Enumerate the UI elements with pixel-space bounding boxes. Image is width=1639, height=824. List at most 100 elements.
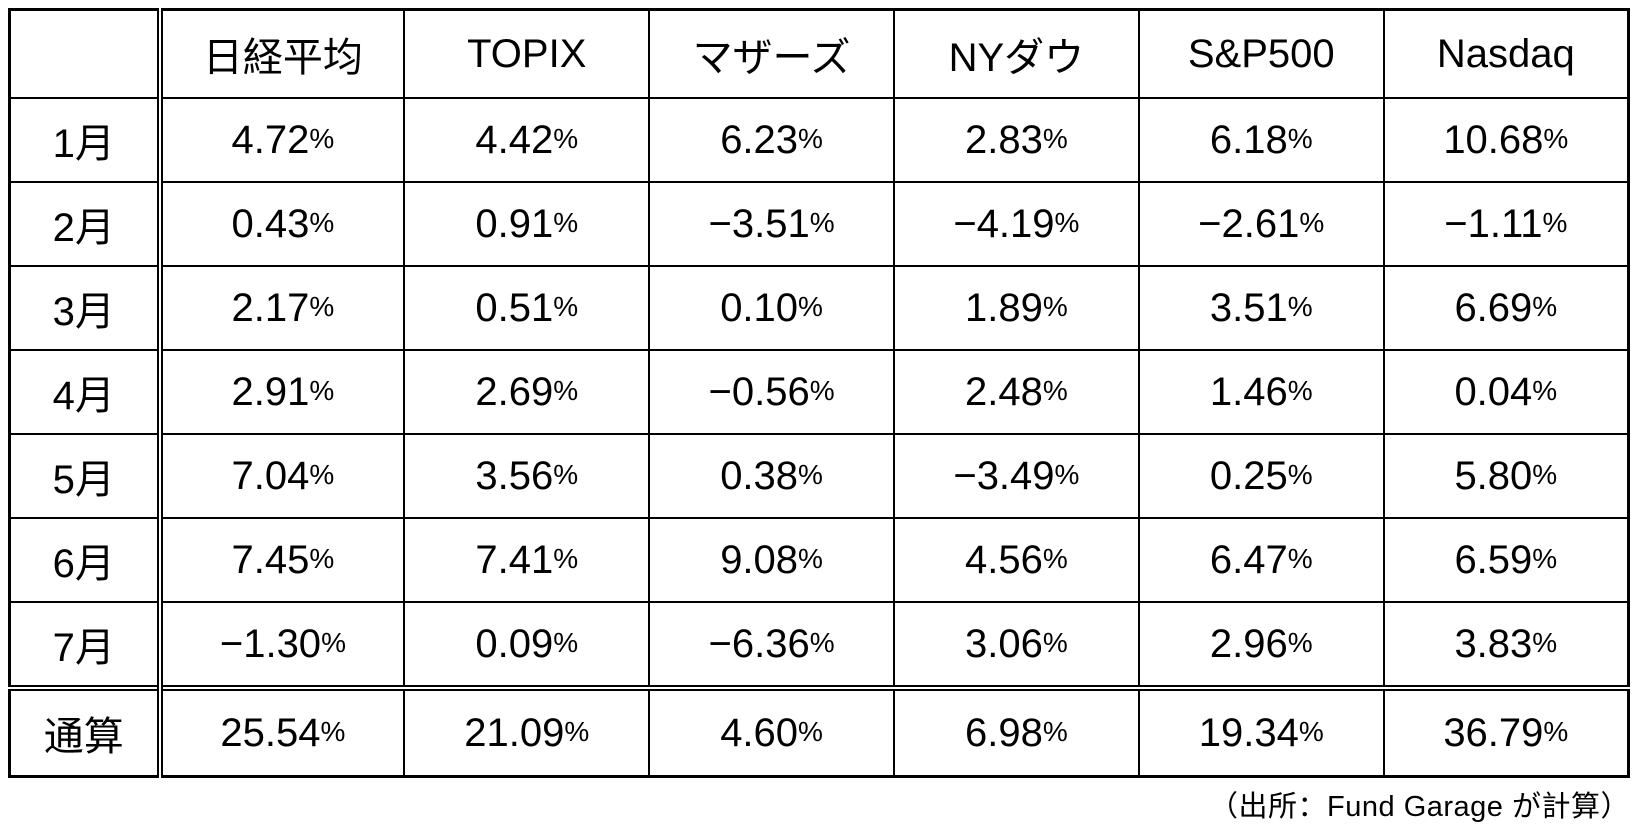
value-cell: −3.49% bbox=[892, 433, 1140, 519]
value-cell: 36.79% bbox=[1382, 685, 1630, 778]
corner-cell bbox=[8, 8, 163, 99]
percent-sign: % bbox=[1042, 715, 1068, 747]
percent-sign: % bbox=[1287, 122, 1313, 154]
value-cell: 0.91% bbox=[403, 181, 651, 267]
row-label: 4月 bbox=[8, 349, 163, 435]
percent-sign: % bbox=[553, 122, 579, 154]
percent-sign: % bbox=[798, 122, 823, 154]
percent-sign: % bbox=[798, 458, 823, 490]
row-label: 2月 bbox=[8, 181, 163, 267]
percent-sign: % bbox=[1532, 290, 1558, 322]
value-cell: 0.25% bbox=[1137, 433, 1385, 519]
percent-sign: % bbox=[553, 542, 579, 574]
column-header: TOPIX bbox=[403, 8, 651, 99]
value-cell: 1.46% bbox=[1137, 349, 1385, 435]
value-cell: 0.10% bbox=[648, 265, 895, 351]
percent-sign: % bbox=[1054, 458, 1080, 490]
value-cell: 0.51% bbox=[403, 265, 651, 351]
column-header: マザーズ bbox=[648, 8, 895, 99]
table-row: 1月 4.72% 4.42% 6.23% 2.83% 6.18% 10.68% bbox=[8, 97, 1630, 183]
percent-sign: % bbox=[309, 542, 335, 574]
percent-sign: % bbox=[553, 458, 579, 490]
percent-sign: % bbox=[1287, 374, 1313, 406]
performance-table: 日経平均 TOPIX マザーズ NYダウ S&P500 Nasdaq 1月 4.72% 4.4… bbox=[8, 8, 1630, 778]
total-row: 通算 25.54% 21.09% 4.60% 6.98% 19.34% 36.79% bbox=[8, 685, 1630, 778]
percent-sign: % bbox=[309, 122, 335, 154]
value-cell: 3.51% bbox=[1137, 265, 1385, 351]
percent-sign: % bbox=[809, 626, 835, 658]
value-cell: 4.72% bbox=[158, 97, 406, 183]
row-label: 7月 bbox=[8, 601, 163, 689]
percent-sign: % bbox=[309, 206, 335, 238]
source-note: （出所：Fund Garage が計算） bbox=[1209, 791, 1630, 823]
percent-sign: % bbox=[1054, 206, 1080, 238]
column-header: S&P500 bbox=[1137, 8, 1385, 99]
value-cell: 4.56% bbox=[892, 517, 1140, 603]
table-row: 5月 7.04% 3.56% 0.38% −3.49% 0.25% 5.80% bbox=[8, 433, 1630, 519]
value-cell: 25.54% bbox=[158, 685, 406, 778]
percent-sign: % bbox=[1287, 290, 1313, 322]
value-cell: −0.56% bbox=[648, 349, 895, 435]
value-cell: −1.11% bbox=[1382, 181, 1630, 267]
column-header: NYダウ bbox=[892, 8, 1140, 99]
table-row: 3月 2.17% 0.51% 0.10% 1.89% 3.51% 6.69% bbox=[8, 265, 1630, 351]
row-label: 5月 bbox=[8, 433, 163, 519]
percent-sign: % bbox=[1042, 290, 1068, 322]
percent-sign: % bbox=[309, 374, 335, 406]
value-cell: 7.41% bbox=[403, 517, 651, 603]
percent-sign: % bbox=[1532, 458, 1558, 490]
column-header: 日経平均 bbox=[158, 8, 406, 99]
percent-sign: % bbox=[1287, 542, 1313, 574]
value-cell: 19.34% bbox=[1137, 685, 1385, 778]
row-label: 通算 bbox=[8, 685, 163, 778]
table-row: 2月 0.43% 0.91% −3.51% −4.19% −2.61% −1.11% bbox=[8, 181, 1630, 267]
percent-sign: % bbox=[1532, 542, 1558, 574]
percent-sign: % bbox=[320, 715, 346, 747]
value-cell: 4.42% bbox=[403, 97, 651, 183]
row-label: 6月 bbox=[8, 517, 163, 603]
percent-sign: % bbox=[1298, 715, 1324, 747]
percent-sign: % bbox=[1287, 626, 1313, 658]
percent-sign: % bbox=[1042, 542, 1068, 574]
percent-sign: % bbox=[1042, 122, 1068, 154]
row-label: 3月 bbox=[8, 265, 163, 351]
percent-sign: % bbox=[553, 206, 579, 238]
value-cell: 7.45% bbox=[158, 517, 406, 603]
value-cell: 0.38% bbox=[648, 433, 895, 519]
percent-sign: % bbox=[1042, 626, 1068, 658]
value-cell: 2.69% bbox=[403, 349, 651, 435]
value-cell: 3.06% bbox=[892, 601, 1140, 689]
value-cell: −1.30% bbox=[158, 601, 406, 689]
percent-sign: % bbox=[798, 290, 823, 322]
value-cell: 0.04% bbox=[1382, 349, 1630, 435]
value-cell: 5.80% bbox=[1382, 433, 1630, 519]
value-cell: 1.89% bbox=[892, 265, 1140, 351]
table-row: 7月 −1.30% 0.09% −6.36% 3.06% 2.96% 3.83% bbox=[8, 601, 1630, 689]
percent-sign: % bbox=[1543, 122, 1569, 154]
value-cell: 2.83% bbox=[892, 97, 1140, 183]
value-cell: 6.18% bbox=[1137, 97, 1385, 183]
value-cell: −4.19% bbox=[892, 181, 1140, 267]
percent-sign: % bbox=[1042, 374, 1068, 406]
value-cell: 3.56% bbox=[403, 433, 651, 519]
table-body: 1月 4.72% 4.42% 6.23% 2.83% 6.18% 10.68% 2月 0.43%… bbox=[8, 97, 1630, 778]
percent-sign: % bbox=[564, 715, 590, 747]
row-label: 1月 bbox=[8, 97, 163, 183]
value-cell: 0.43% bbox=[158, 181, 406, 267]
table-row: 6月 7.45% 7.41% 9.08% 4.56% 6.47% 6.59% bbox=[8, 517, 1630, 603]
percent-sign: % bbox=[553, 374, 579, 406]
value-cell: 4.60% bbox=[648, 685, 895, 778]
percent-sign: % bbox=[1532, 374, 1558, 406]
value-cell: 10.68% bbox=[1382, 97, 1630, 183]
value-cell: −6.36% bbox=[648, 601, 895, 689]
value-cell: −2.61% bbox=[1137, 181, 1385, 267]
value-cell: 6.69% bbox=[1382, 265, 1630, 351]
percent-sign: % bbox=[1287, 458, 1313, 490]
percent-sign: % bbox=[553, 290, 579, 322]
value-cell: 6.23% bbox=[648, 97, 895, 183]
value-cell: 2.96% bbox=[1137, 601, 1385, 689]
table-row: 4月 2.91% 2.69% −0.56% 2.48% 1.46% 0.04% bbox=[8, 349, 1630, 435]
header-row: 日経平均 TOPIX マザーズ NYダウ S&P500 Nasdaq bbox=[8, 8, 1630, 99]
value-cell: 0.09% bbox=[403, 601, 651, 689]
